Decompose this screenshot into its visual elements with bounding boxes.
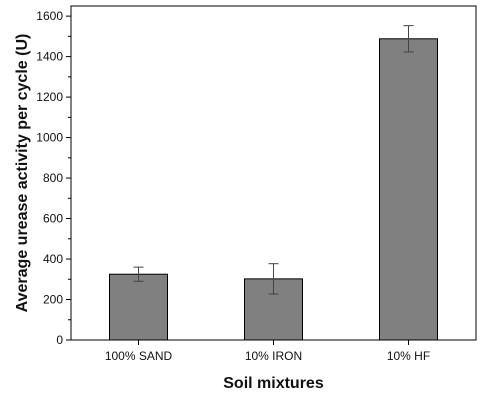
y-tick-label: 800	[43, 171, 63, 185]
y-axis-title: Average urease activity per cycle (U)	[14, 34, 31, 313]
plot-frame	[70, 5, 477, 341]
x-tick-label: 10% HF	[387, 349, 430, 363]
y-tick-label: 1000	[36, 131, 63, 145]
y-tick-label: 1600	[36, 9, 63, 23]
y-tick-label: 0	[56, 333, 63, 347]
y-tick-label: 400	[43, 252, 63, 266]
y-axis-ticks: 0 200 400 600 800 1000 1200 1400 1600	[36, 9, 71, 347]
error-bars	[133, 25, 414, 295]
x-axis-ticks: 100% SAND 10% IRON 10% HF	[105, 340, 430, 363]
y-tick-label: 200	[43, 293, 63, 307]
x-tick-label: 100% SAND	[105, 349, 173, 363]
bar	[379, 38, 438, 341]
bar	[109, 273, 168, 341]
y-tick-label: 1400	[36, 50, 63, 64]
bars	[109, 38, 438, 341]
x-axis-title: Soil mixtures	[223, 375, 324, 392]
y-tick-label: 1200	[36, 90, 63, 104]
y-tick-label: 600	[43, 212, 63, 226]
x-tick-label: 10% IRON	[245, 349, 302, 363]
